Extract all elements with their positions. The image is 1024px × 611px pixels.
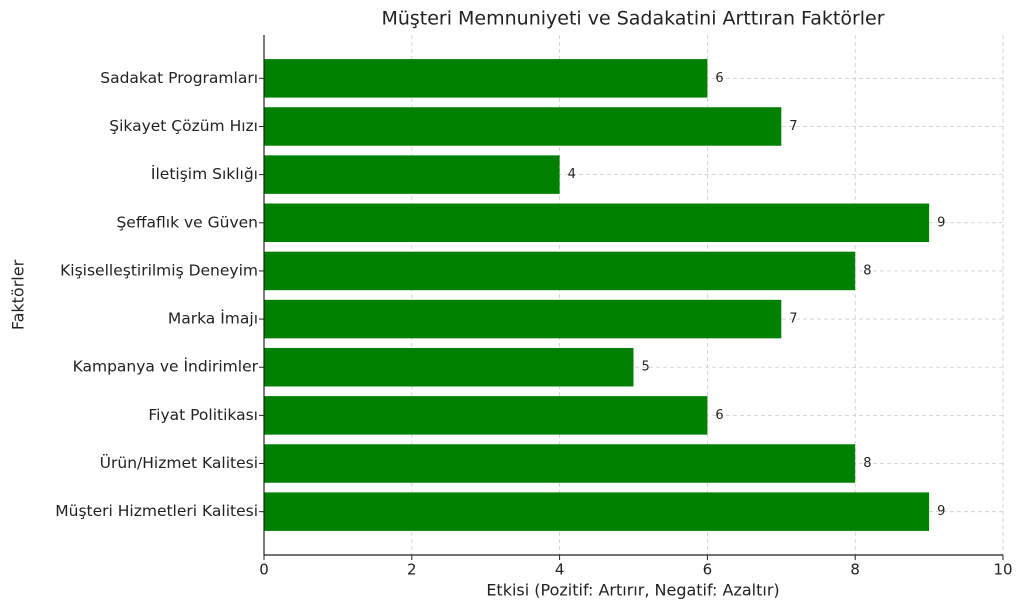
bar (264, 299, 782, 339)
y-tick-label: Sadakat Programları (100, 69, 258, 87)
y-tick-label: İletişim Sıklığı (151, 164, 258, 183)
bar (264, 59, 708, 98)
bar (264, 155, 560, 194)
bar (264, 492, 930, 531)
x-tick-label: 6 (703, 561, 713, 579)
y-tick-label: Marka İmajı (168, 309, 258, 328)
x-tick-label: 0 (259, 561, 269, 579)
value-label: 5 (642, 360, 650, 375)
value-label: 9 (937, 215, 945, 230)
value-label: 4 (568, 167, 576, 182)
x-tick-label: 2 (407, 561, 417, 579)
value-label: 7 (789, 119, 797, 134)
chart-title: Müşteri Memnuniyeti ve Sadakatini Arttır… (381, 8, 884, 30)
x-tick-label: 4 (555, 561, 565, 579)
x-tick-label: 10 (993, 561, 1012, 579)
bar (264, 396, 708, 435)
bar (264, 107, 782, 146)
value-label: 9 (937, 504, 945, 519)
bar (264, 203, 930, 243)
y-tick-label: Ürün/Hizmet Kalitesi (100, 453, 258, 472)
bar (264, 444, 856, 483)
y-tick-label: Şikayet Çözüm Hızı (109, 117, 258, 135)
y-tick-label: Müşteri Hizmetleri Kalitesi (55, 502, 258, 520)
value-label: 7 (789, 312, 797, 327)
y-tick-label: Kişiselleştirilmiş Deneyim (60, 261, 258, 279)
value-label: 6 (715, 408, 723, 423)
x-axis-label: Etkisi (Pozitif: Artırır, Negatif: Azalt… (486, 581, 779, 600)
value-label: 8 (863, 263, 871, 278)
value-label: 6 (715, 71, 723, 86)
y-tick-label: Şeffaflık ve Güven (116, 213, 258, 231)
y-axis-label: Faktörler (9, 259, 28, 330)
value-label: 8 (863, 456, 871, 471)
y-tick-label: Fiyat Politikası (148, 406, 258, 424)
x-tick-label: 8 (850, 561, 860, 579)
bar (264, 347, 634, 387)
y-tick-label: Kampanya ve İndirimler (73, 357, 259, 376)
bar (264, 251, 856, 291)
